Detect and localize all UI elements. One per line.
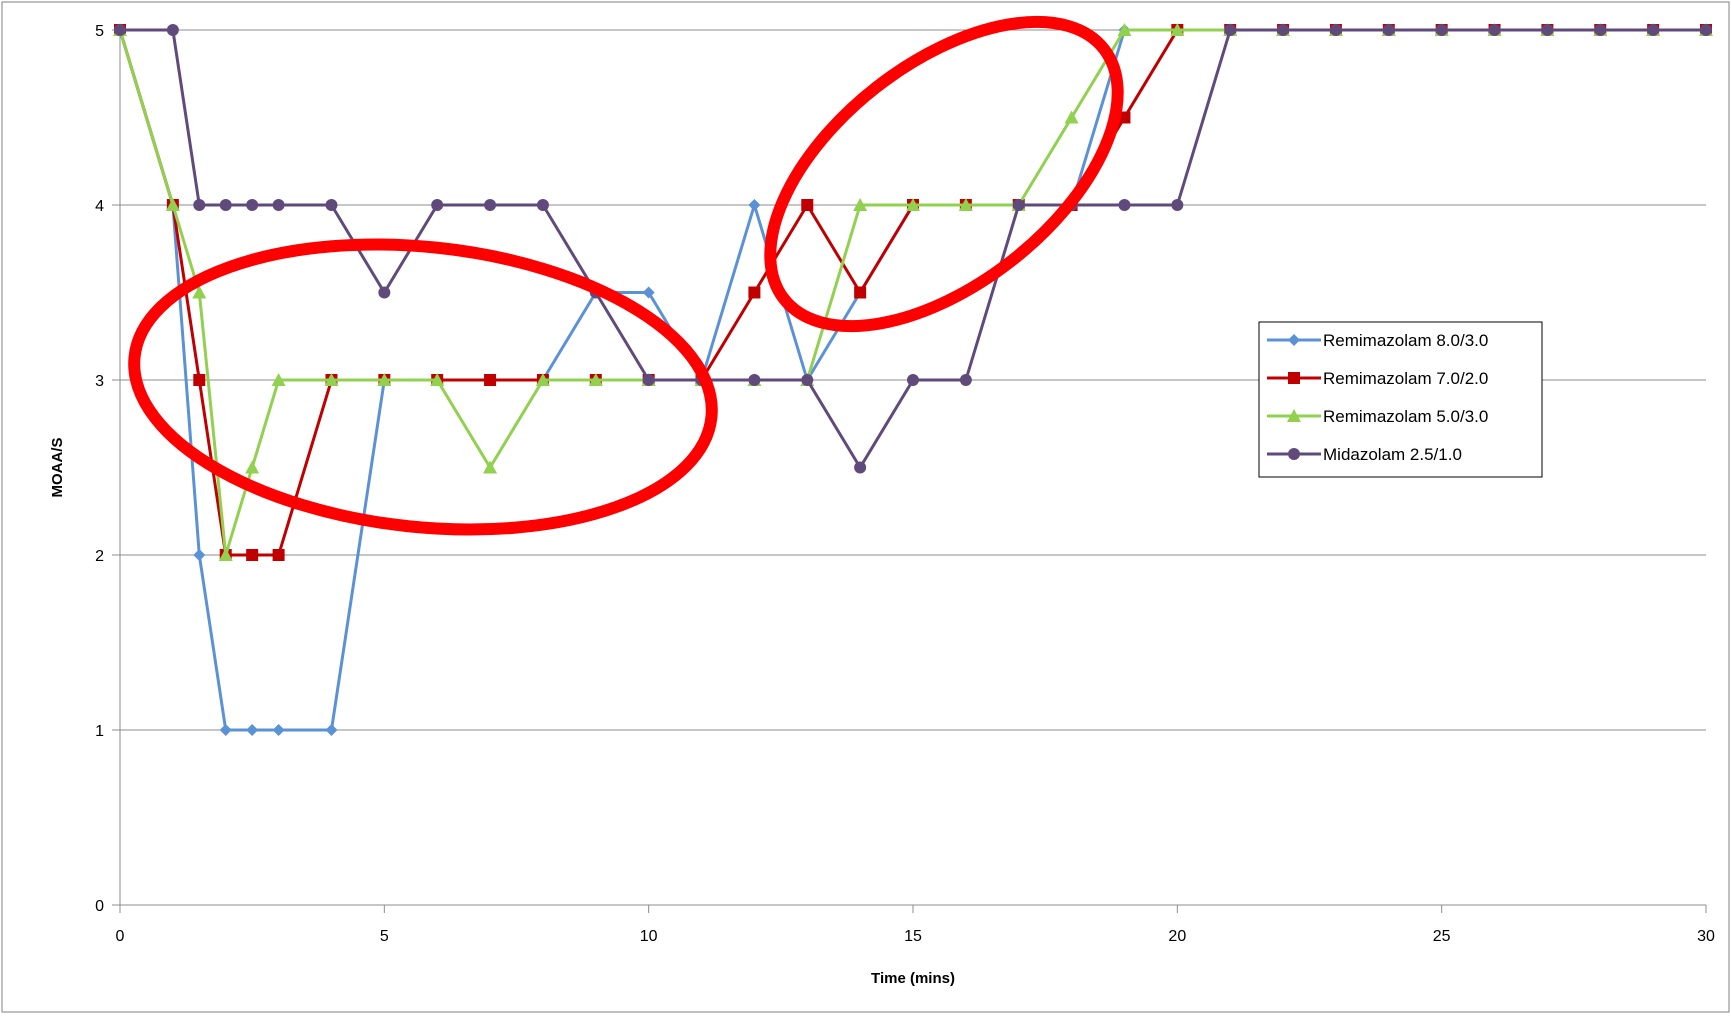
data-point bbox=[484, 374, 497, 386]
data-point bbox=[193, 549, 206, 561]
x-tick-label: 15 bbox=[904, 928, 922, 945]
data-point bbox=[430, 373, 445, 386]
data-point bbox=[1118, 199, 1131, 211]
data-point bbox=[1488, 24, 1501, 36]
data-point bbox=[246, 549, 259, 561]
data-point bbox=[1329, 24, 1342, 36]
data-point bbox=[378, 286, 391, 299]
y-tick-label: 4 bbox=[95, 198, 104, 215]
data-point bbox=[272, 199, 285, 211]
data-point bbox=[218, 548, 233, 561]
annotation-ellipse bbox=[764, 15, 1124, 333]
x-tick-label: 10 bbox=[640, 928, 658, 945]
data-point bbox=[642, 286, 655, 299]
data-point bbox=[271, 373, 286, 386]
data-point bbox=[1700, 24, 1712, 36]
data-point bbox=[853, 198, 868, 211]
legend-swatch-marker bbox=[1288, 372, 1300, 384]
data-point bbox=[642, 374, 655, 386]
data-point bbox=[483, 460, 498, 474]
data-point bbox=[193, 374, 206, 386]
x-tick-label: 5 bbox=[380, 928, 389, 945]
data-point bbox=[748, 199, 761, 211]
data-point bbox=[535, 373, 550, 386]
data-point bbox=[484, 199, 497, 211]
data-point bbox=[1064, 110, 1079, 124]
data-point bbox=[588, 373, 603, 386]
data-point bbox=[325, 199, 338, 211]
data-point bbox=[1170, 23, 1185, 36]
data-point bbox=[431, 199, 444, 211]
data-point bbox=[906, 198, 920, 211]
annotation-ellipse bbox=[128, 238, 718, 536]
data-point bbox=[272, 724, 285, 736]
series-1 bbox=[114, 24, 1712, 561]
data-point bbox=[536, 199, 549, 211]
data-point bbox=[1647, 24, 1660, 36]
y-tick-label: 3 bbox=[95, 373, 104, 390]
y-tick-label: 2 bbox=[95, 548, 104, 565]
data-point bbox=[958, 198, 973, 211]
data-point bbox=[1382, 24, 1395, 36]
data-point bbox=[854, 286, 867, 299]
data-point bbox=[1277, 24, 1290, 36]
data-point bbox=[193, 199, 206, 211]
data-point bbox=[325, 724, 338, 736]
data-point bbox=[272, 549, 285, 561]
legend-swatch-marker bbox=[1288, 448, 1300, 460]
data-point bbox=[1117, 23, 1132, 36]
legend-label: Remimazolam 5.0/3.0 bbox=[1323, 407, 1488, 426]
data-point bbox=[219, 724, 232, 736]
data-point bbox=[854, 461, 867, 474]
data-point bbox=[219, 199, 232, 211]
data-point bbox=[907, 374, 919, 386]
data-point bbox=[1435, 24, 1448, 36]
legend-label: Midazolam 2.5/1.0 bbox=[1323, 445, 1462, 464]
data-point bbox=[165, 198, 180, 211]
data-point bbox=[324, 373, 339, 386]
legend-box bbox=[1258, 321, 1543, 478]
data-point bbox=[801, 374, 814, 386]
legend-swatch-marker bbox=[1287, 409, 1301, 422]
y-axis-title: MOAA/S bbox=[49, 438, 66, 498]
data-point bbox=[1012, 199, 1025, 211]
data-point bbox=[1541, 24, 1554, 36]
y-tick-label: 1 bbox=[95, 723, 104, 740]
data-point bbox=[1171, 199, 1184, 211]
data-point bbox=[192, 285, 207, 299]
data-point bbox=[748, 374, 761, 386]
legend-label: Remimazolam 8.0/3.0 bbox=[1323, 331, 1488, 350]
data-point bbox=[801, 199, 814, 211]
x-tick-label: 25 bbox=[1433, 928, 1451, 945]
data-point bbox=[1224, 24, 1237, 36]
series-2 bbox=[113, 23, 1713, 561]
data-point bbox=[748, 286, 761, 299]
data-point bbox=[246, 724, 259, 736]
data-point bbox=[114, 24, 126, 36]
data-point bbox=[246, 199, 259, 211]
data-point bbox=[377, 373, 392, 386]
x-axis-title: Time (mins) bbox=[871, 970, 955, 987]
y-tick-label: 5 bbox=[95, 23, 104, 40]
legend-swatch-marker bbox=[1288, 334, 1300, 346]
legend-label: Remimazolam 7.0/2.0 bbox=[1323, 369, 1488, 388]
data-point bbox=[959, 374, 972, 386]
data-point bbox=[1594, 24, 1607, 36]
y-tick-label: 0 bbox=[95, 898, 104, 915]
x-tick-label: 20 bbox=[1168, 928, 1186, 945]
data-point bbox=[166, 24, 179, 36]
x-tick-label: 30 bbox=[1697, 928, 1715, 945]
x-tick-label: 0 bbox=[116, 928, 125, 945]
data-point bbox=[245, 460, 260, 474]
